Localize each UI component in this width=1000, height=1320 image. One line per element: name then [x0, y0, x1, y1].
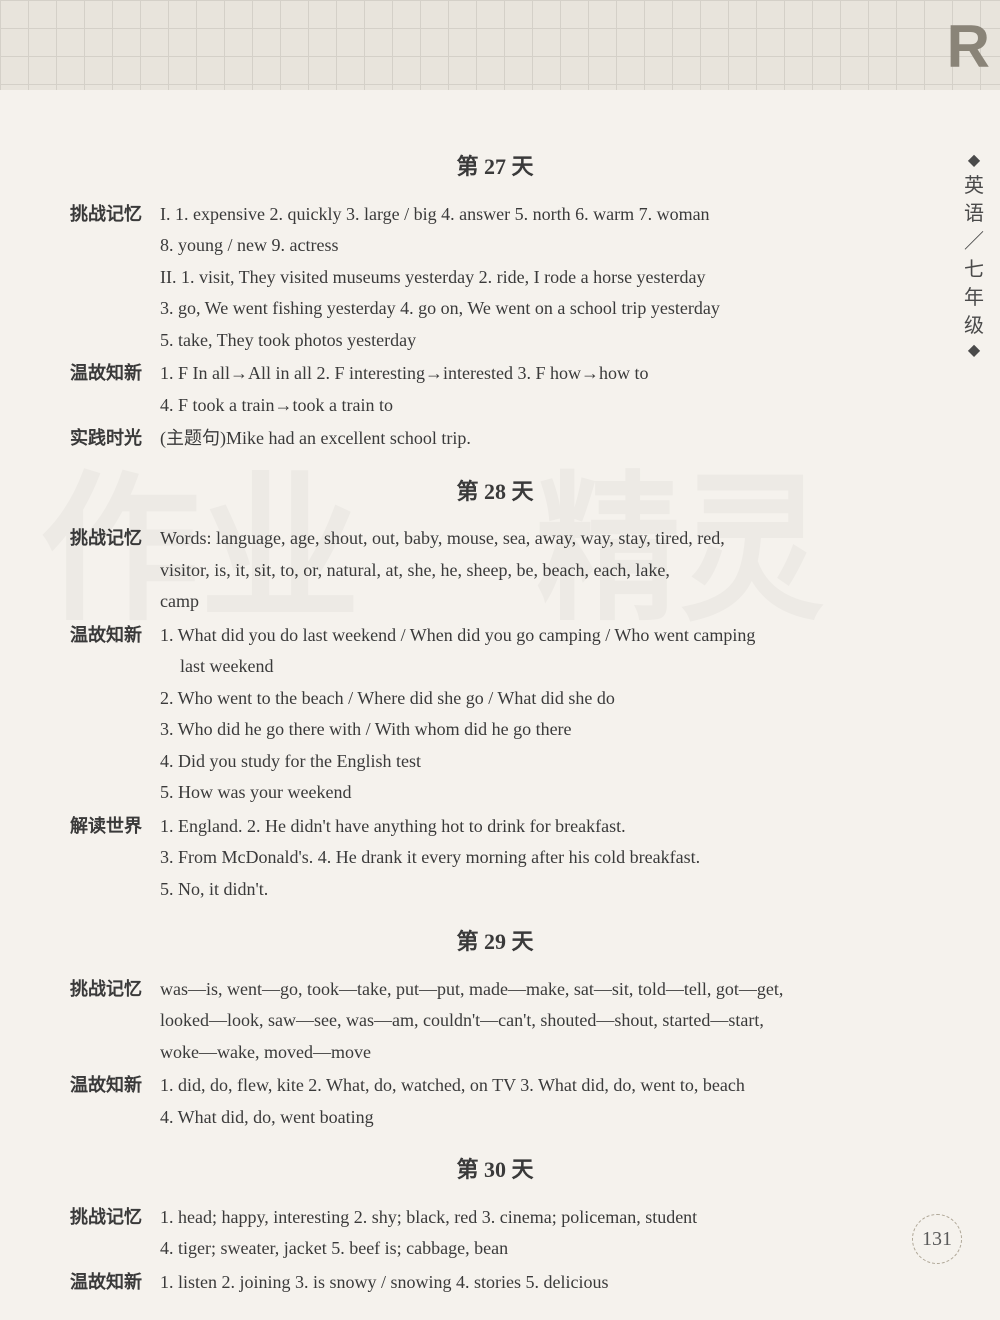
answer-line: was—is, went—go, took—take, put—put, mad… — [160, 974, 920, 1006]
corner-letter: R — [947, 12, 990, 81]
page-content: 第 27 天挑战记忆I. 1. expensive 2. quickly 3. … — [0, 90, 1000, 1320]
section-body: 1. F In all→All in all 2. F interesting→… — [160, 358, 920, 421]
section-body: 1. head; happy, interesting 2. shy; blac… — [160, 1202, 920, 1265]
section-row: 实践时光(主题句)Mike had an excellent school tr… — [70, 423, 920, 455]
section-body: I. 1. expensive 2. quickly 3. large / bi… — [160, 199, 920, 357]
section-label: 挑战记忆 — [70, 1202, 160, 1265]
answer-line: 1. did, do, flew, kite 2. What, do, watc… — [160, 1070, 920, 1102]
section-body: Words: language, age, shout, out, baby, … — [160, 523, 920, 618]
answer-line: Words: language, age, shout, out, baby, … — [160, 523, 920, 555]
section-row: 温故知新1. What did you do last weekend / Wh… — [70, 620, 920, 809]
answer-line: 4. F took a train→took a train to — [160, 390, 920, 422]
answer-line: 4. What did, do, went boating — [160, 1102, 920, 1134]
section-body: (主题句)Mike had an excellent school trip. — [160, 423, 920, 455]
answer-line: 1. listen 2. joining 3. is snowy / snowi… — [160, 1267, 920, 1299]
answer-line: last weekend — [160, 651, 920, 683]
sidebar-char: 语 — [960, 200, 988, 228]
section-row: 温故知新1. F In all→All in all 2. F interest… — [70, 358, 920, 421]
sidebar-char: 七 — [960, 256, 988, 284]
answer-line: 5. No, it didn't. — [160, 874, 920, 906]
section-label: 温故知新 — [70, 358, 160, 421]
section-label: 实践时光 — [70, 423, 160, 455]
section-row: 挑战记忆I. 1. expensive 2. quickly 3. large … — [70, 199, 920, 357]
section-body: 1. listen 2. joining 3. is snowy / snowi… — [160, 1267, 920, 1299]
answer-line: visitor, is, it, sit, to, or, natural, a… — [160, 555, 920, 587]
day-title: 第 30 天 — [70, 1151, 920, 1190]
section-row: 挑战记忆was—is, went—go, took—take, put—put,… — [70, 974, 920, 1069]
section-label: 温故知新 — [70, 1267, 160, 1299]
day-title: 第 28 天 — [70, 473, 920, 512]
answer-line: 5. take, They took photos yesterday — [160, 325, 920, 357]
page-number: 131 — [912, 1214, 962, 1264]
diamond-icon: ◆ — [960, 340, 988, 362]
answer-line: I. 1. expensive 2. quickly 3. large / bi… — [160, 199, 920, 231]
answer-line: camp — [160, 586, 920, 618]
answer-line: 1. What did you do last weekend / When d… — [160, 620, 920, 652]
day-title: 第 27 天 — [70, 148, 920, 187]
section-body: 1. England. 2. He didn't have anything h… — [160, 811, 920, 906]
sidebar-vertical-label: ◆ 英 语 ／ 七 年 级 ◆ — [960, 150, 988, 363]
header-pattern: R — [0, 0, 1000, 90]
answer-line: 4. Did you study for the English test — [160, 746, 920, 778]
answer-line: 1. head; happy, interesting 2. shy; blac… — [160, 1202, 920, 1234]
answer-line: 8. young / new 9. actress — [160, 230, 920, 262]
sidebar-char: 英 — [960, 172, 988, 200]
answer-line: 1. England. 2. He didn't have anything h… — [160, 811, 920, 843]
section-body: was—is, went—go, took—take, put—put, mad… — [160, 974, 920, 1069]
answer-line: 1. F In all→All in all 2. F interesting→… — [160, 358, 920, 390]
section-label: 解读世界 — [70, 811, 160, 906]
answer-line: looked—look, saw—see, was—am, couldn't—c… — [160, 1005, 920, 1037]
day-title: 第 29 天 — [70, 923, 920, 962]
diamond-icon: ◆ — [960, 150, 988, 172]
section-row: 挑战记忆1. head; happy, interesting 2. shy; … — [70, 1202, 920, 1265]
section-label: 温故知新 — [70, 620, 160, 809]
section-row: 挑战记忆Words: language, age, shout, out, ba… — [70, 523, 920, 618]
answer-line: II. 1. visit, They visited museums yeste… — [160, 262, 920, 294]
answer-line: 5. How was your weekend — [160, 777, 920, 809]
answer-line: 2. Who went to the beach / Where did she… — [160, 683, 920, 715]
section-label: 挑战记忆 — [70, 199, 160, 357]
answer-line: 4. tiger; sweater, jacket 5. beef is; ca… — [160, 1233, 920, 1265]
sidebar-char: ／ — [960, 228, 988, 256]
section-row: 解读世界1. England. 2. He didn't have anythi… — [70, 811, 920, 906]
section-body: 1. did, do, flew, kite 2. What, do, watc… — [160, 1070, 920, 1133]
section-label: 挑战记忆 — [70, 523, 160, 618]
sidebar-char: 年 — [960, 284, 988, 312]
section-body: 1. What did you do last weekend / When d… — [160, 620, 920, 809]
section-row: 温故知新1. listen 2. joining 3. is snowy / s… — [70, 1267, 920, 1299]
section-label: 挑战记忆 — [70, 974, 160, 1069]
answer-line: (主题句)Mike had an excellent school trip. — [160, 423, 920, 455]
answer-line: 3. go, We went fishing yesterday 4. go o… — [160, 293, 920, 325]
section-row: 温故知新1. did, do, flew, kite 2. What, do, … — [70, 1070, 920, 1133]
answer-line: 3. From McDonald's. 4. He drank it every… — [160, 842, 920, 874]
section-label: 温故知新 — [70, 1070, 160, 1133]
answer-line: 3. Who did he go there with / With whom … — [160, 714, 920, 746]
answer-line: woke—wake, moved—move — [160, 1037, 920, 1069]
sidebar-char: 级 — [960, 312, 988, 340]
